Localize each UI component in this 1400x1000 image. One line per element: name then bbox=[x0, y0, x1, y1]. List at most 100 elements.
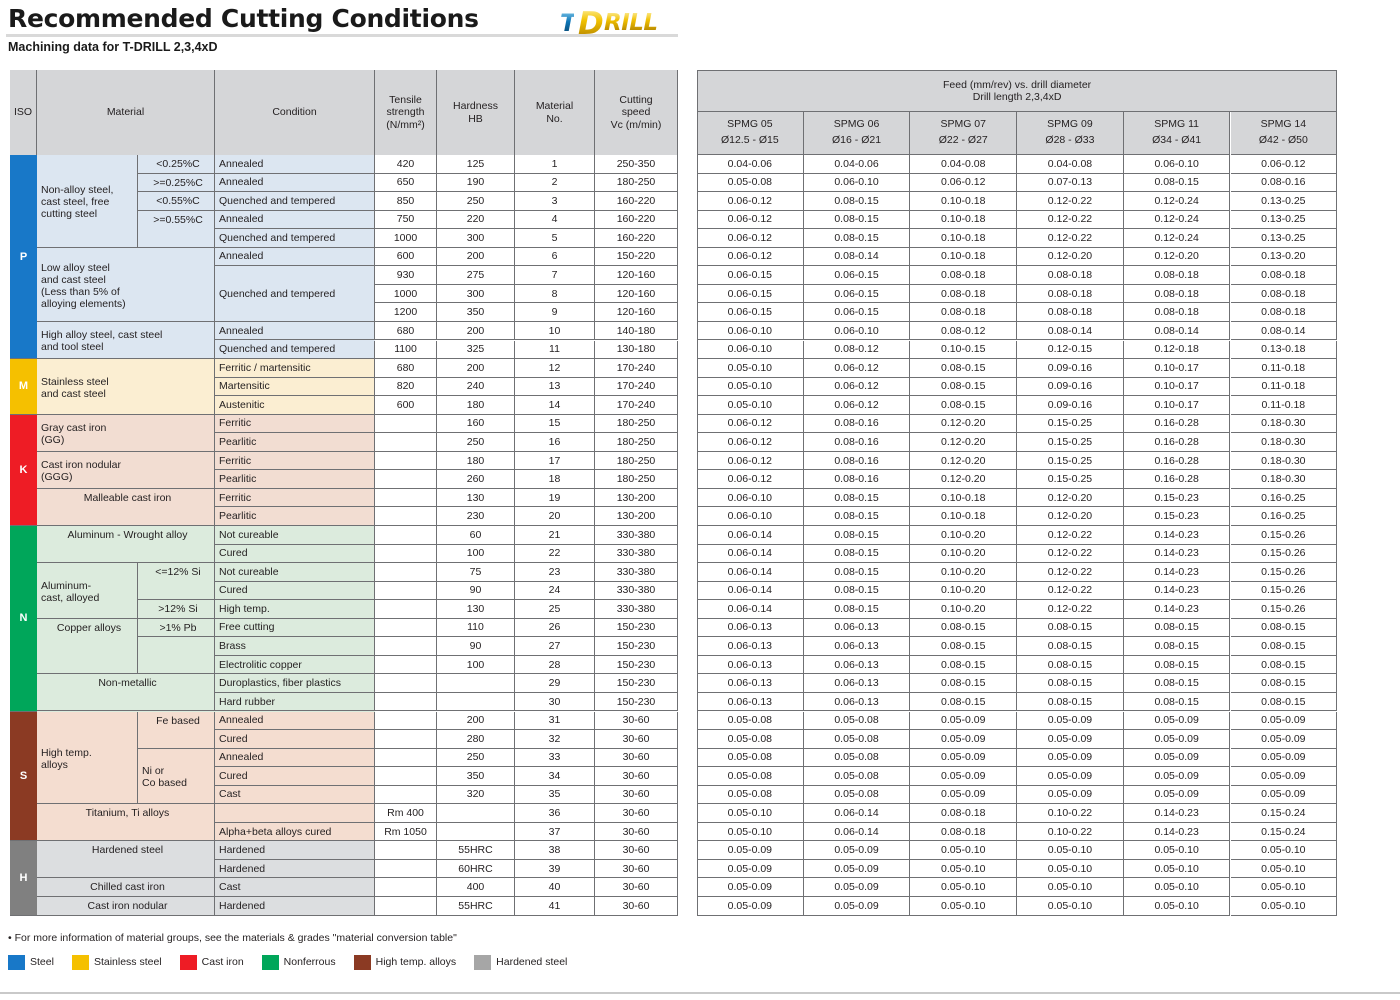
feed-column-header-spmg-11: SPMG 11 Ø34 - Ø41 bbox=[1123, 112, 1231, 155]
feed-rate-cell: 0.12-0.18 bbox=[1123, 340, 1231, 360]
feed-rate-cell: 0.08-0.14 bbox=[1123, 321, 1231, 341]
material-subtype-cell: <0.25%C bbox=[138, 155, 215, 174]
condition-cell: Electrolitic copper bbox=[215, 655, 375, 675]
feed-rate-cell: 0.06-0.12 bbox=[697, 470, 804, 489]
feed-rate-cell: 0.06-0.13 bbox=[803, 674, 911, 693]
feed-rate-cell: 0.08-0.15 bbox=[803, 507, 911, 526]
feed-rate-cell: 0.08-0.16 bbox=[803, 470, 911, 489]
feed-rate-cell: 0.06-0.13 bbox=[803, 655, 911, 675]
cutting-speed-cell: 250-350 bbox=[595, 155, 678, 174]
hardness-hb-cell: 200 bbox=[437, 711, 515, 731]
hardness-hb-cell bbox=[437, 822, 515, 842]
material-name-cell: Copper alloys bbox=[37, 618, 138, 675]
cutting-speed-cell: 160-220 bbox=[595, 192, 678, 211]
hardness-hb-cell: 300 bbox=[437, 229, 515, 248]
column-header-matno: Material No. bbox=[515, 70, 595, 155]
condition-cell: Free cutting bbox=[215, 618, 375, 638]
tensile-strength-cell bbox=[375, 730, 437, 749]
feed-rate-cell: 0.08-0.18 bbox=[1123, 303, 1231, 322]
hardness-hb-cell: 250 bbox=[437, 192, 515, 211]
hardness-hb-cell: 250 bbox=[437, 433, 515, 452]
title-divider bbox=[6, 34, 678, 37]
cutting-speed-cell: 330-380 bbox=[595, 563, 678, 582]
feed-rate-cell: 0.05-0.08 bbox=[697, 785, 804, 805]
feed-rate-cell: 0.06-0.15 bbox=[803, 266, 911, 285]
tensile-strength-cell: Rm 400 bbox=[375, 804, 437, 823]
hardness-hb-cell: 130 bbox=[437, 488, 515, 508]
feed-rate-cell: 0.05-0.09 bbox=[1230, 767, 1338, 786]
iso-group-N: N bbox=[10, 526, 37, 712]
tensile-strength-cell bbox=[375, 655, 437, 675]
feed-rate-cell: 0.16-0.28 bbox=[1123, 433, 1231, 452]
tensile-strength-cell bbox=[375, 618, 437, 638]
row-group-bg-N bbox=[37, 526, 375, 712]
cutting-speed-cell: 330-380 bbox=[595, 581, 678, 601]
feed-rate-cell: 0.09-0.16 bbox=[1017, 377, 1124, 397]
condition-cell: Pearlitic bbox=[215, 433, 375, 452]
legend-label: High temp. alloys bbox=[375, 956, 457, 968]
cutting-speed-cell: 150-230 bbox=[595, 618, 678, 638]
feed-rate-cell: 0.05-0.10 bbox=[1123, 897, 1231, 916]
tensile-strength-cell bbox=[375, 433, 437, 452]
feed-rate-cell: 0.16-0.28 bbox=[1123, 470, 1231, 489]
iso-group-M: M bbox=[10, 359, 37, 415]
tensile-strength-cell bbox=[375, 451, 437, 471]
feed-rate-cell: 0.10-0.20 bbox=[910, 581, 1018, 601]
material-subtype-cell: >=0.55%C bbox=[138, 210, 215, 248]
feed-rate-cell: 0.12-0.20 bbox=[910, 433, 1018, 452]
material-number-cell: 15 bbox=[515, 414, 595, 434]
feed-rate-cell: 0.05-0.10 bbox=[697, 804, 804, 823]
tensile-strength-cell: 420 bbox=[375, 155, 437, 174]
legend-label: Hardened steel bbox=[496, 956, 568, 968]
feed-rate-cell: 0.05-0.10 bbox=[910, 841, 1018, 860]
feed-column-header-spmg-05: SPMG 05 Ø12.5 - Ø15 bbox=[697, 112, 804, 155]
feed-rate-cell: 0.06-0.12 bbox=[697, 247, 804, 267]
tensile-strength-cell bbox=[375, 878, 437, 897]
material-number-cell: 14 bbox=[515, 396, 595, 415]
hardness-hb-cell: 100 bbox=[437, 655, 515, 675]
material-subtype-cell: <0.55%C bbox=[138, 192, 215, 211]
feed-rate-cell: 0.05-0.09 bbox=[1017, 730, 1124, 749]
material-number-cell: 34 bbox=[515, 767, 595, 786]
feed-rate-cell: 0.09-0.16 bbox=[1017, 359, 1124, 378]
material-name-cell: High temp. alloys bbox=[37, 711, 138, 805]
material-number-cell: 4 bbox=[515, 210, 595, 230]
feed-rate-cell: 0.08-0.15 bbox=[910, 637, 1018, 656]
feed-rate-cell: 0.06-0.10 bbox=[697, 488, 804, 508]
feed-rate-cell: 0.06-0.14 bbox=[697, 526, 804, 545]
tensile-strength-cell: 850 bbox=[375, 192, 437, 211]
legend-item-steel: Steel bbox=[8, 954, 54, 970]
feed-rate-cell: 0.15-0.26 bbox=[1230, 563, 1338, 582]
feed-rate-cell: 0.16-0.28 bbox=[1123, 451, 1231, 471]
feed-rate-cell: 0.10-0.20 bbox=[910, 544, 1018, 564]
material-name-cell: Malleable cast iron bbox=[37, 488, 215, 526]
material-number-cell: 28 bbox=[515, 655, 595, 675]
iso-group-K: K bbox=[10, 414, 37, 526]
condition-cell: Not cureable bbox=[215, 526, 375, 545]
feed-rate-cell: 0.08-0.15 bbox=[1123, 637, 1231, 656]
feed-rate-cell: 0.08-0.15 bbox=[1230, 674, 1338, 693]
condition-cell: Cured bbox=[215, 730, 375, 749]
legend-item-stainless-steel: Stainless steel bbox=[71, 954, 162, 970]
feed-rate-cell: 0.06-0.12 bbox=[803, 377, 911, 397]
column-header-material: Material bbox=[37, 70, 215, 155]
feed-rate-cell: 0.05-0.09 bbox=[1123, 785, 1231, 805]
feed-rate-cell: 0.05-0.09 bbox=[803, 897, 911, 916]
material-number-cell: 41 bbox=[515, 897, 595, 916]
feed-rate-cell: 0.13-0.25 bbox=[1230, 210, 1338, 230]
cutting-speed-cell: 130-180 bbox=[595, 340, 678, 360]
cutting-speed-cell: 150-230 bbox=[595, 692, 678, 712]
condition-cell: Annealed bbox=[215, 711, 375, 731]
feed-rate-cell: 0.12-0.22 bbox=[1017, 229, 1124, 248]
feed-rate-cell: 0.16-0.28 bbox=[1123, 414, 1231, 434]
material-number-cell: 7 bbox=[515, 266, 595, 285]
condition-cell: Annealed bbox=[215, 321, 375, 341]
feed-rate-cell: 0.12-0.24 bbox=[1123, 210, 1231, 230]
feed-rate-cell: 0.08-0.16 bbox=[803, 414, 911, 434]
material-name-cell: Gray cast iron (GG) bbox=[37, 414, 215, 452]
material-number-cell: 11 bbox=[515, 340, 595, 360]
footnote-text: • For more information of material group… bbox=[8, 932, 457, 944]
feed-rate-cell: 0.06-0.14 bbox=[803, 822, 911, 842]
tensile-strength-cell: 1200 bbox=[375, 303, 437, 322]
material-number-cell: 3 bbox=[515, 192, 595, 211]
